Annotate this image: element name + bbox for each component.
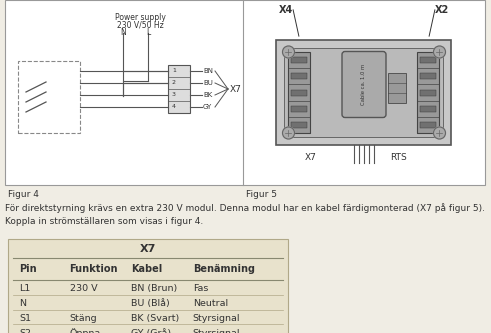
FancyBboxPatch shape <box>276 40 452 145</box>
Text: 230 V: 230 V <box>70 284 97 293</box>
FancyBboxPatch shape <box>420 106 436 112</box>
Text: N: N <box>120 28 126 37</box>
FancyBboxPatch shape <box>420 57 436 63</box>
FancyBboxPatch shape <box>342 52 386 118</box>
Text: X7: X7 <box>304 153 316 162</box>
FancyBboxPatch shape <box>18 61 80 133</box>
FancyBboxPatch shape <box>292 57 307 63</box>
Text: BK: BK <box>203 92 212 98</box>
Text: L1: L1 <box>19 284 30 293</box>
FancyBboxPatch shape <box>8 239 288 333</box>
FancyBboxPatch shape <box>420 122 436 128</box>
Text: BN: BN <box>203 68 213 74</box>
Text: 3: 3 <box>172 93 176 98</box>
Text: RTS: RTS <box>390 153 407 162</box>
Text: X2: X2 <box>435 5 449 15</box>
Text: X4: X4 <box>278 5 293 15</box>
Circle shape <box>434 127 445 139</box>
FancyBboxPatch shape <box>417 52 439 133</box>
FancyBboxPatch shape <box>420 73 436 79</box>
Text: GY (Grå): GY (Grå) <box>131 329 171 333</box>
Text: Neutral: Neutral <box>193 299 228 308</box>
Text: X7: X7 <box>230 85 242 94</box>
FancyBboxPatch shape <box>284 48 443 137</box>
Text: S1: S1 <box>19 314 31 323</box>
Text: X7: X7 <box>140 244 156 254</box>
Text: Pin: Pin <box>19 264 37 274</box>
Text: Funktion: Funktion <box>70 264 118 274</box>
FancyBboxPatch shape <box>292 90 307 96</box>
Text: BN (Brun): BN (Brun) <box>131 284 177 293</box>
Text: 230 V/50 Hz: 230 V/50 Hz <box>117 20 164 29</box>
Text: N: N <box>19 299 26 308</box>
Circle shape <box>282 127 295 139</box>
Text: Benämning: Benämning <box>193 264 255 274</box>
Text: L: L <box>146 28 150 37</box>
FancyBboxPatch shape <box>292 73 307 79</box>
Text: Cable ca. 1.0 m: Cable ca. 1.0 m <box>361 64 366 105</box>
Circle shape <box>434 46 445 58</box>
Text: Power supply: Power supply <box>114 13 165 22</box>
Text: S2: S2 <box>19 329 31 333</box>
Text: För direktstyrning krävs en extra 230 V modul. Denna modul har en kabel färdigmo: För direktstyrning krävs en extra 230 V … <box>5 203 485 213</box>
Text: 2: 2 <box>172 81 176 86</box>
Text: BK (Svart): BK (Svart) <box>131 314 179 323</box>
Text: 4: 4 <box>172 105 176 110</box>
Text: Kabel: Kabel <box>131 264 163 274</box>
Text: BU: BU <box>203 80 213 86</box>
Text: Figur 5: Figur 5 <box>246 190 277 199</box>
Text: Figur 4: Figur 4 <box>8 190 39 199</box>
FancyBboxPatch shape <box>420 90 436 96</box>
FancyBboxPatch shape <box>5 0 485 185</box>
Text: Styrsignal: Styrsignal <box>193 329 240 333</box>
Text: Fas: Fas <box>193 284 208 293</box>
FancyBboxPatch shape <box>292 122 307 128</box>
Circle shape <box>282 46 295 58</box>
FancyBboxPatch shape <box>289 52 310 133</box>
Text: GY: GY <box>203 104 212 110</box>
Text: 1: 1 <box>172 69 176 74</box>
Text: Stäng: Stäng <box>70 314 97 323</box>
FancyBboxPatch shape <box>292 106 307 112</box>
FancyBboxPatch shape <box>168 65 190 113</box>
Text: Styrsignal: Styrsignal <box>193 314 240 323</box>
FancyBboxPatch shape <box>388 73 406 103</box>
Text: BU (Blå): BU (Blå) <box>131 299 170 308</box>
Text: Öppna: Öppna <box>70 328 101 333</box>
Text: Koppla in strömställaren som visas i figur 4.: Koppla in strömställaren som visas i fig… <box>5 217 203 226</box>
